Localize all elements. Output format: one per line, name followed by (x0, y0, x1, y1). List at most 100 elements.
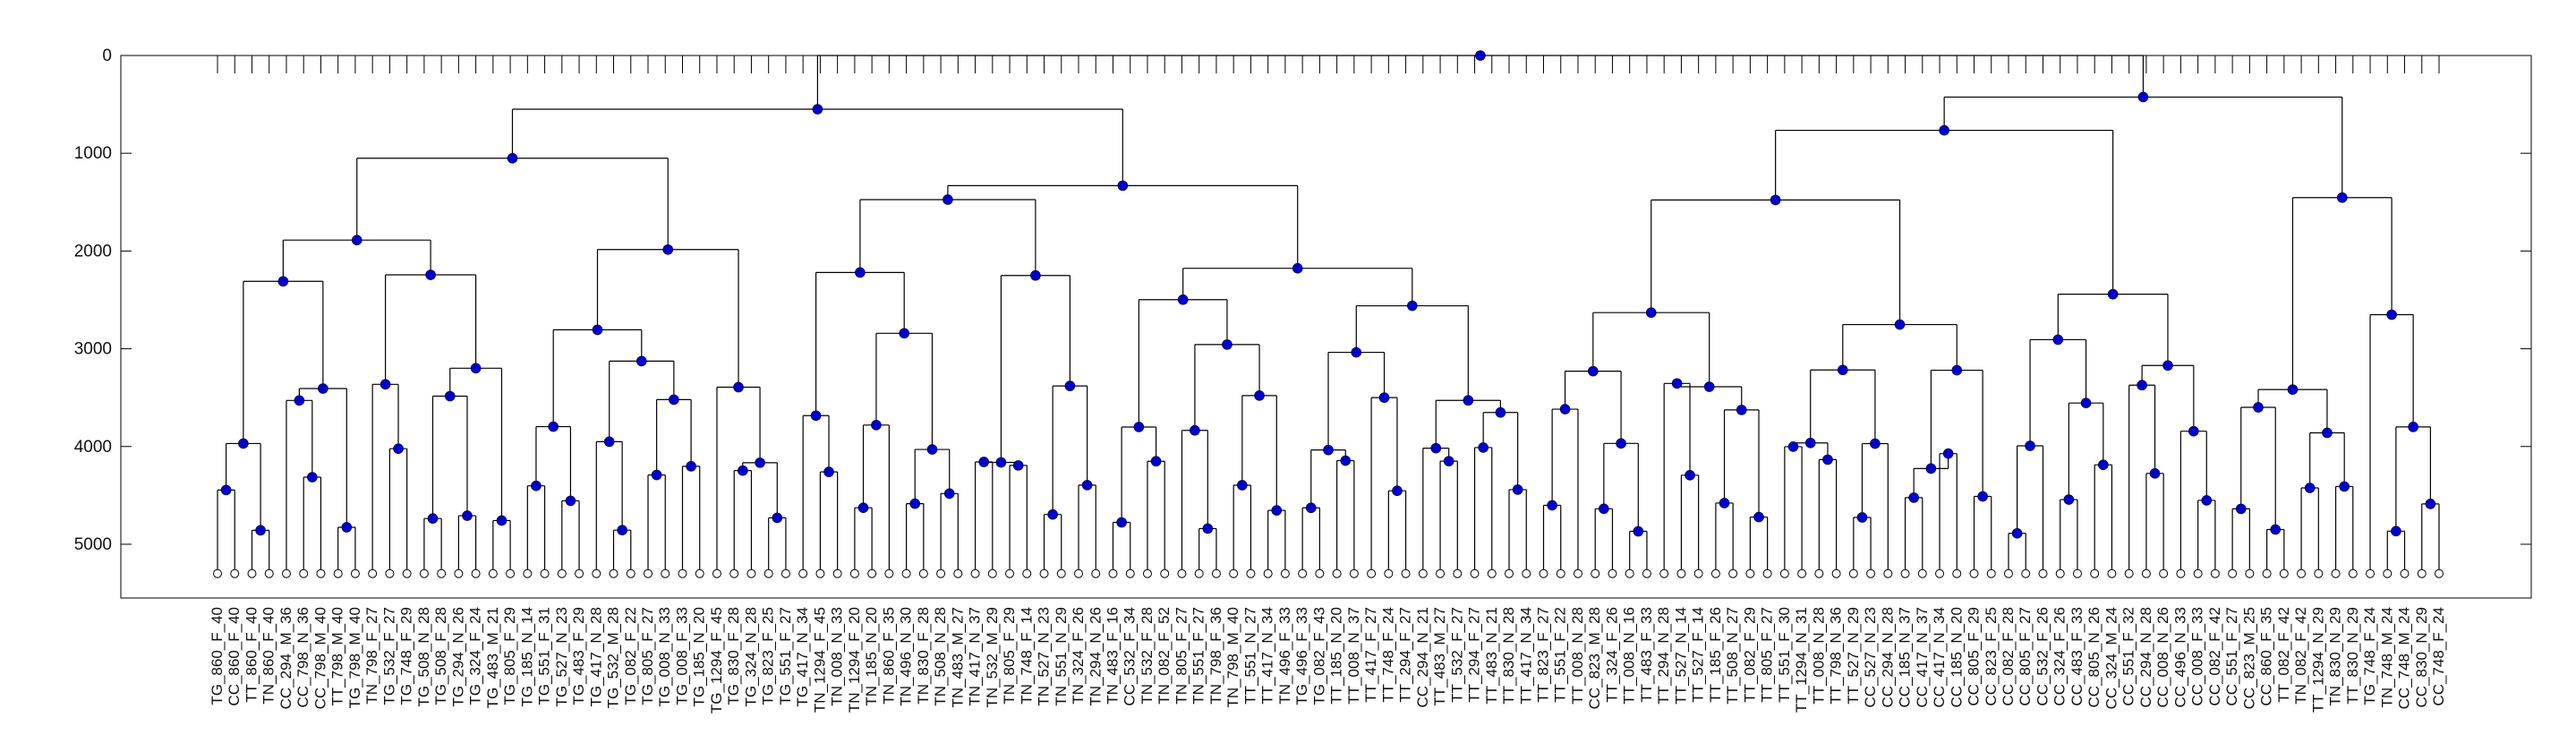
leaf-label: TG_483_M_21 (484, 607, 501, 708)
leaf-node (1848, 568, 1858, 578)
leaf-node (763, 568, 773, 578)
cluster-node (823, 466, 834, 477)
leaf-node (1315, 568, 1325, 578)
leaf-node (2072, 568, 2082, 578)
leaf-label: CC_082_F_42 (2206, 607, 2223, 706)
y-tick-label: 1000 (74, 144, 112, 163)
leaf-node (1384, 568, 1394, 578)
leaf-node (987, 568, 997, 578)
leaf-label: CC_823_M_25 (2240, 607, 2257, 709)
cluster-node (318, 383, 328, 394)
cluster-node (603, 436, 615, 448)
leaf-node (2038, 568, 2048, 578)
cluster-node (1463, 395, 1474, 406)
leaf-node (849, 568, 859, 578)
leaf-node (1728, 568, 1738, 578)
leaf-label: TT_798_N_36 (1828, 607, 1845, 705)
cluster-node (1236, 480, 1248, 491)
cluster-node (1012, 460, 1024, 471)
cluster-node (2336, 192, 2348, 203)
leaf-node (746, 568, 756, 578)
leaf-label: TT_008_N_37 (1345, 607, 1362, 705)
leaf-node (385, 568, 395, 578)
leaf-label: TN_830_F_28 (915, 607, 932, 705)
leaf-node (609, 568, 618, 578)
cluster-node (1925, 463, 1937, 474)
leaf-node (368, 568, 378, 578)
cluster-node (635, 355, 647, 367)
cluster-node (393, 443, 404, 454)
leaf-node (230, 568, 240, 578)
plot-frame (120, 55, 2532, 599)
leaf-node (281, 568, 291, 578)
cluster-node (733, 381, 744, 393)
cluster-node (1804, 437, 1816, 449)
leaf-node (2021, 568, 2031, 578)
leaf-node (1453, 568, 1463, 578)
leaf-node (678, 568, 687, 578)
leaf-label: CC_551_F_32 (2120, 607, 2137, 706)
cluster-node (1392, 485, 1403, 496)
leaf-label: TT_008_N_28 (1569, 607, 1586, 705)
leaf-label: TN_551_F_27 (1190, 607, 1207, 705)
leaf-label: TN_748_F_14 (1018, 607, 1035, 705)
leaf-label: CC_532_F_34 (1122, 607, 1139, 706)
leaf-node (1367, 568, 1377, 578)
leaf-label: TG_324_F_24 (467, 607, 484, 705)
leaf-node (626, 568, 635, 578)
leaf-label: TT_483_M_27 (1431, 607, 1448, 706)
leaf-label: TT_1294_N_31 (1793, 607, 1810, 713)
leaf-node (2348, 568, 2358, 578)
leaf-label: TT_417_N_34 (1517, 607, 1534, 705)
cluster-node (978, 457, 989, 467)
leaf-label: TG_1294_F_45 (708, 607, 725, 714)
leaf-node (2159, 568, 2169, 578)
leaf-node (1814, 568, 1824, 578)
leaf-node (454, 568, 464, 578)
leaf-label: TT_551_F_30 (1776, 607, 1793, 703)
leaf-label: TG_823_F_25 (760, 607, 777, 705)
leaf-node (506, 568, 516, 578)
cluster-node (2391, 526, 2401, 537)
leaf-node (575, 568, 584, 578)
cluster-node (2253, 402, 2264, 413)
leaf-label: TT_551_F_22 (1552, 607, 1569, 703)
leaf-node (2003, 568, 2013, 578)
leaf-node (1108, 568, 1118, 578)
cluster-node (738, 465, 748, 476)
cluster-node (2339, 481, 2350, 492)
leaf-label: TT_798_M_40 (329, 607, 346, 706)
cluster-node (1645, 307, 1657, 318)
cluster-node (1588, 365, 1599, 377)
leaf-label: TT_417_F_27 (1362, 607, 1379, 703)
leaf-label: CC_417_N_37 (1914, 607, 1931, 707)
leaf-label: CC_294_M_36 (277, 607, 294, 709)
leaf-node (884, 568, 894, 578)
leaf-node (1091, 568, 1101, 578)
leaf-label: TN_748_M_24 (2378, 607, 2395, 707)
leaf-node (1487, 568, 1497, 578)
leaf-label: CC_185_N_37 (1897, 607, 1914, 707)
leaf-label: TT_294_F_27 (1397, 607, 1414, 703)
leaf-label: TN_551_N_29 (1053, 607, 1070, 706)
leaf-node (832, 568, 842, 578)
leaf-node (2245, 568, 2255, 578)
leaf-label: TT_527_F_14 (1690, 607, 1707, 703)
leaf-node (1436, 568, 1446, 578)
leaf-label: CC_294_N_28 (1879, 607, 1896, 707)
leaf-label: TG_483_F_29 (570, 607, 587, 705)
leaf-label: TN_1294_F_20 (846, 607, 863, 713)
cluster-node (2137, 380, 2147, 391)
cluster-node (341, 522, 353, 533)
leaf-node (264, 568, 274, 578)
cluster-node (2080, 397, 2092, 408)
leaf-label: TT_185_N_20 (1328, 607, 1345, 705)
cluster-node (1047, 508, 1058, 520)
leaf-node (437, 568, 447, 578)
leaf-node (867, 568, 877, 578)
leaf-node (798, 568, 808, 578)
cluster-node (1190, 424, 1200, 436)
leaf-label: TN_805_F_29 (1001, 607, 1018, 705)
cluster-node (1292, 262, 1303, 274)
